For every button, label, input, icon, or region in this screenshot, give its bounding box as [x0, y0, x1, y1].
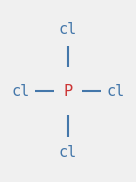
Text: cl: cl — [59, 22, 77, 37]
Text: cl: cl — [59, 145, 77, 160]
Text: cl: cl — [106, 84, 125, 98]
Text: P: P — [63, 84, 73, 98]
Text: cl: cl — [11, 84, 30, 98]
